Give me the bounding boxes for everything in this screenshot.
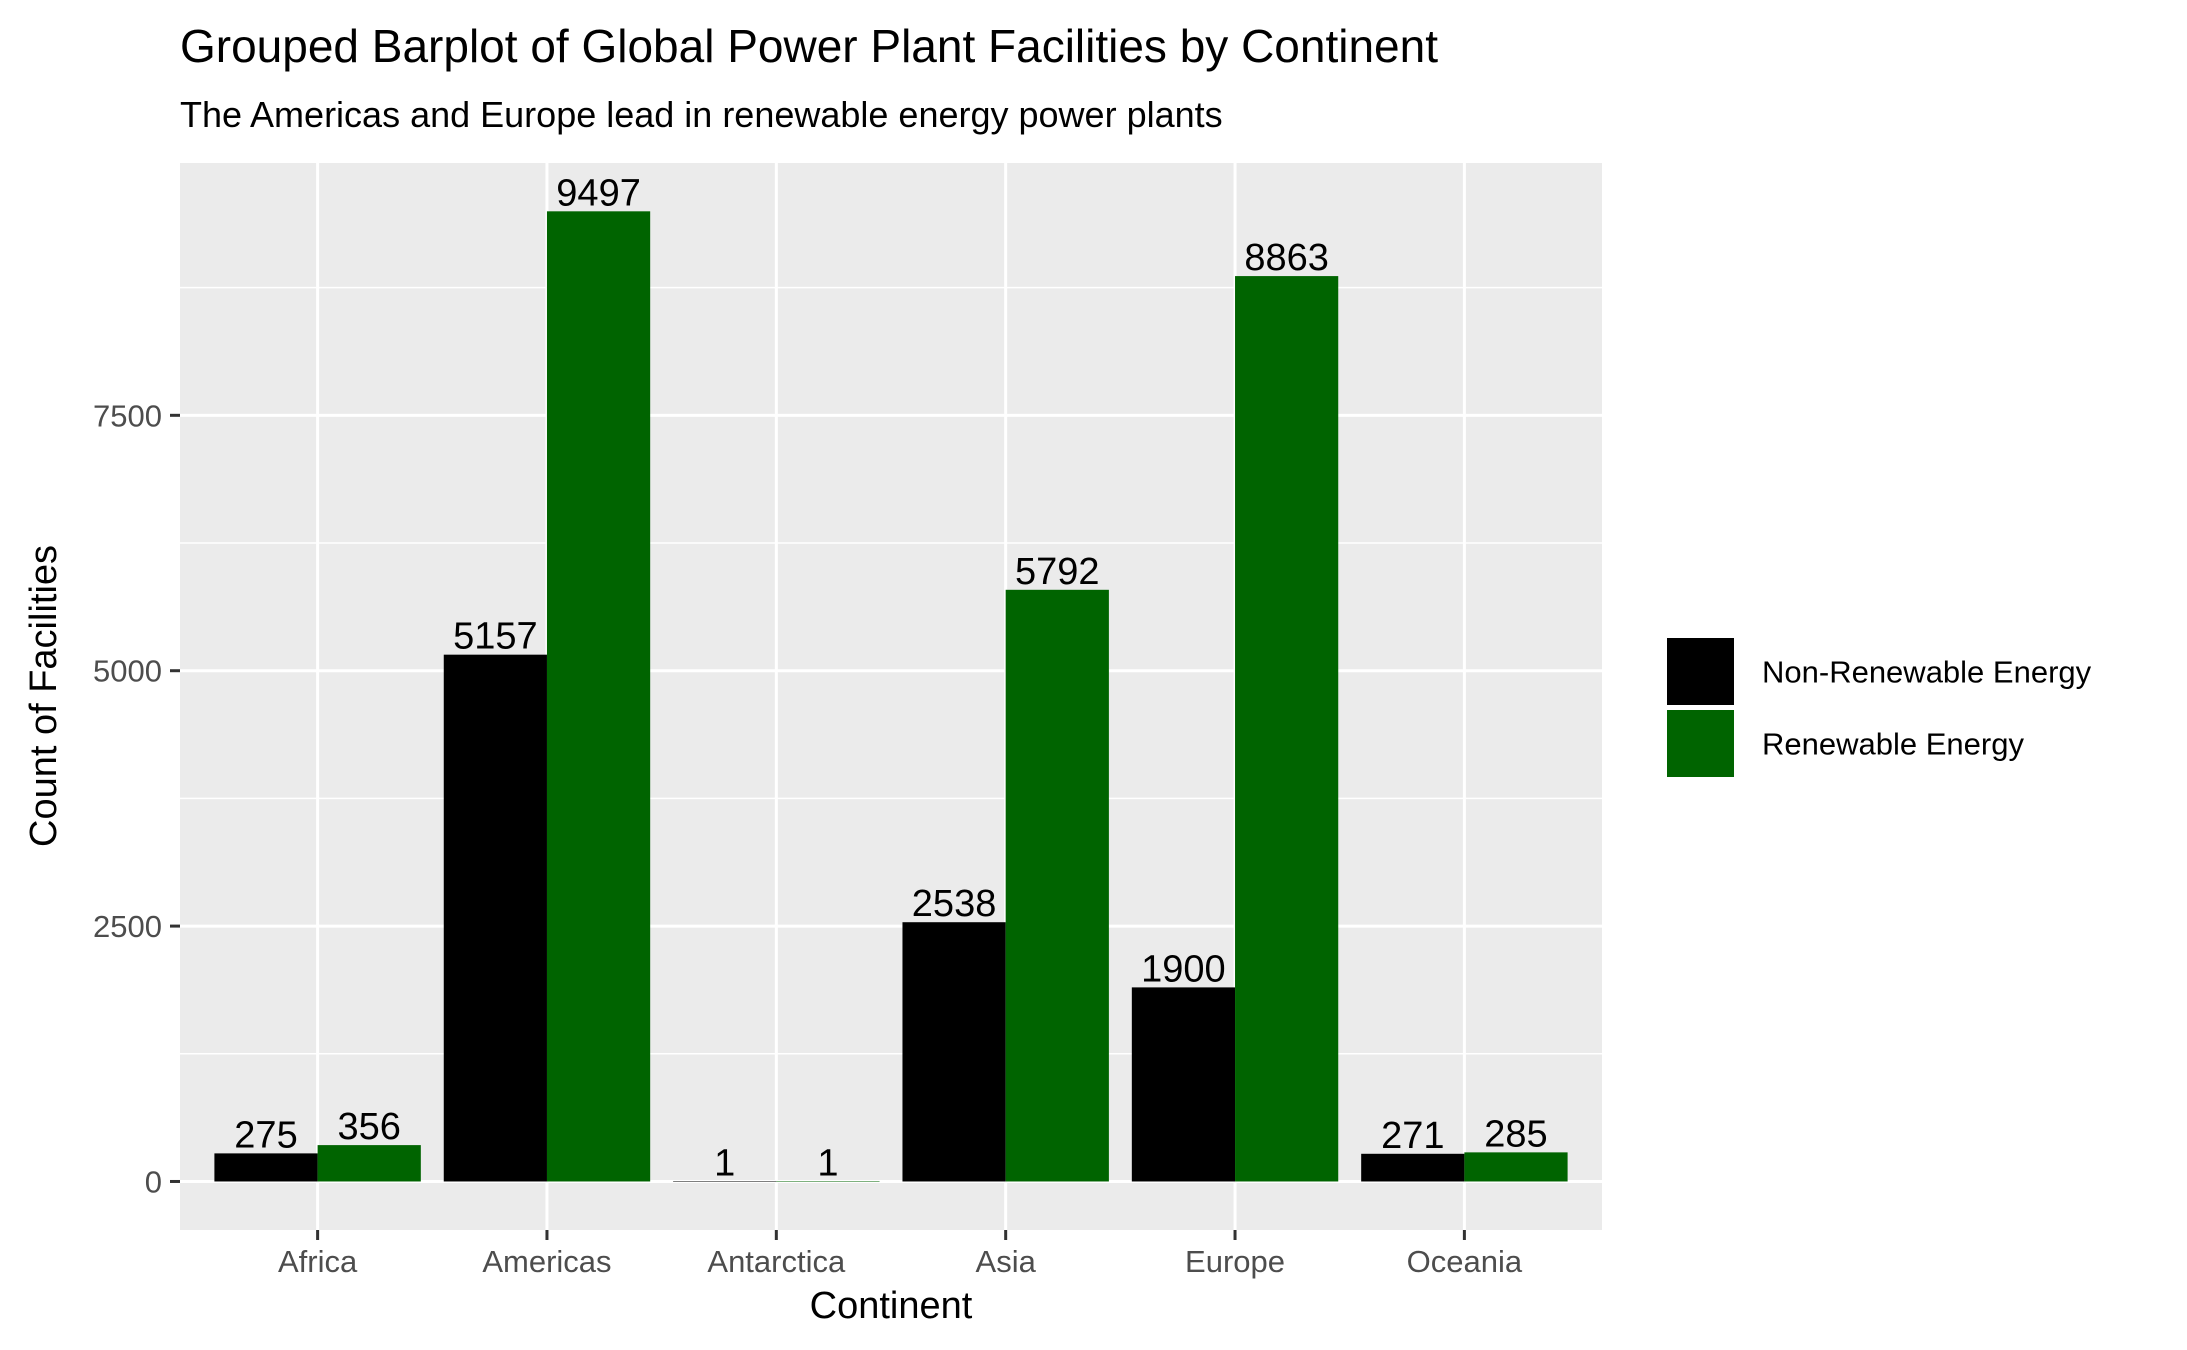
- chart-subtitle: The Americas and Europe lead in renewabl…: [180, 94, 1223, 135]
- data-label: 1: [817, 1142, 838, 1184]
- data-label: 285: [1484, 1113, 1547, 1155]
- bar: [214, 1153, 318, 1182]
- data-label: 5792: [1015, 551, 1100, 593]
- bar: [1464, 1152, 1568, 1182]
- legend-key: [1665, 708, 1736, 779]
- bar: [902, 922, 1006, 1182]
- y-tick-label: 5000: [93, 654, 162, 689]
- x-tick-label: Africa: [278, 1244, 358, 1279]
- x-tick-label: Europe: [1185, 1244, 1285, 1279]
- legend-label: Renewable Energy: [1762, 727, 2024, 762]
- data-label: 9497: [556, 172, 641, 214]
- bar: [673, 1181, 777, 1182]
- bar: [1361, 1153, 1465, 1182]
- bar: [546, 211, 651, 1182]
- bars-group: [214, 211, 1568, 1182]
- x-axis-title: Continent: [810, 1285, 973, 1327]
- data-label: 275: [234, 1114, 297, 1156]
- legend-key: [1665, 636, 1736, 707]
- grid-minor-lines: [180, 286, 1602, 1055]
- x-axis: Africa Americas Antarctica Asia Europe Oceani…: [278, 1230, 1523, 1279]
- data-label: 5157: [453, 616, 538, 658]
- data-labels-group: 275 5157 1 2538 1900 271 356 9497 1 5792 8863 285: [234, 172, 1547, 1184]
- bar: [1235, 276, 1339, 1182]
- chart-title: Grouped Barplot of Global Power Plant Fa…: [180, 20, 1438, 72]
- x-tick-label: Oceania: [1407, 1244, 1523, 1279]
- y-axis: 0 2500 5000 7500: [93, 398, 180, 1199]
- data-label: 1: [714, 1142, 735, 1184]
- data-label: 8863: [1244, 237, 1329, 279]
- y-tick-label: 2500: [93, 909, 162, 944]
- bar: [1005, 589, 1109, 1182]
- y-tick-label: 0: [145, 1164, 162, 1199]
- data-label: 2538: [912, 883, 997, 925]
- x-tick-label: Antarctica: [707, 1244, 846, 1279]
- legend: Non-Renewable Energy Renewable Energy: [1665, 636, 2092, 779]
- bar: [1131, 987, 1236, 1182]
- y-tick-label: 7500: [93, 398, 162, 433]
- legend-label: Non-Renewable Energy: [1762, 655, 2092, 690]
- bar: [776, 1181, 880, 1182]
- x-tick-label: Americas: [482, 1244, 611, 1279]
- data-label: 356: [338, 1106, 401, 1148]
- data-label: 271: [1381, 1115, 1444, 1157]
- bar: [443, 654, 547, 1182]
- plot-panel: [180, 163, 1602, 1230]
- y-axis-title: Count of Facilities: [23, 545, 65, 847]
- x-tick-label: Asia: [976, 1244, 1037, 1279]
- bar: [317, 1145, 421, 1182]
- data-label: 1900: [1141, 948, 1226, 990]
